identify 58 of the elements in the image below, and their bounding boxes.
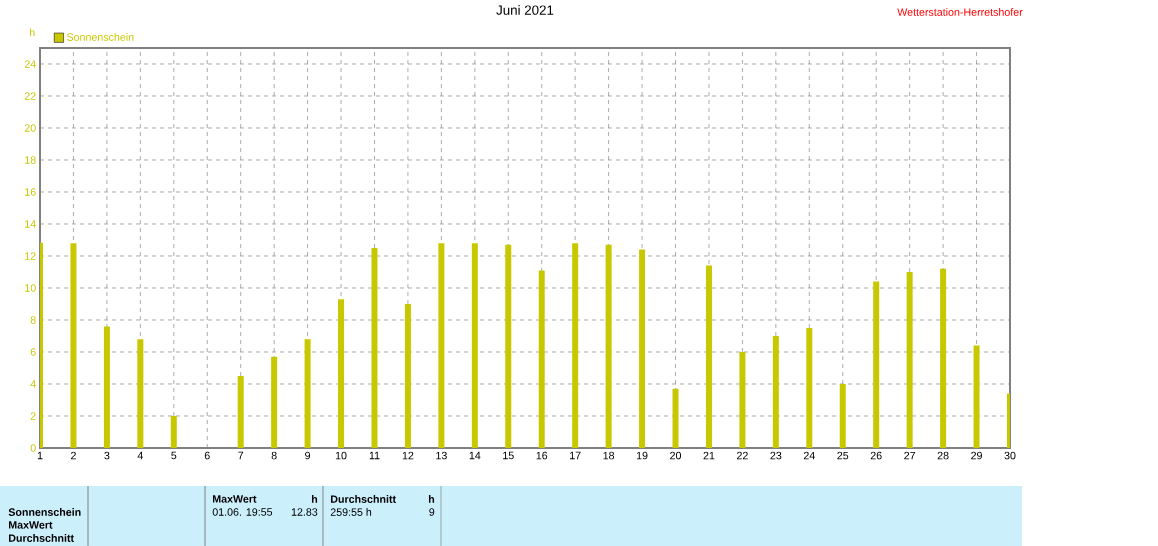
y-tick-label: 12 (25, 252, 36, 260)
y-tick-label: 16 (25, 188, 36, 196)
x-tick-label: 4 (137, 451, 144, 460)
x-tick-label: 23 (770, 451, 782, 460)
y-tick-label: 10 (25, 284, 36, 292)
text: Durchschnitt (330, 495, 396, 503)
x-tick-label: 14 (469, 451, 481, 460)
x-tick-label: 16 (536, 451, 548, 460)
x-tick-label: 15 (503, 451, 514, 460)
x-tick-label: 28 (937, 451, 949, 460)
x-tick-label: 9 (305, 451, 311, 460)
text: Sonnenschein (8, 508, 81, 516)
text: 01.06. 19:55 (212, 508, 273, 516)
x-tick-label: 30 (1004, 451, 1016, 460)
y-tick-label: 4 (30, 380, 36, 388)
text: Wetterstation-Herretshofer (897, 8, 1023, 16)
text: 12.83 (291, 508, 318, 516)
y-tick-label: 18 (25, 156, 36, 164)
x-tick-label: 10 (335, 451, 347, 460)
y-tick-label: 24 (24, 60, 36, 68)
text: h (311, 495, 318, 503)
x-tick-label: 20 (670, 451, 682, 460)
y-tick-label: 20 (24, 124, 36, 132)
x-tick-label: 5 (171, 451, 177, 460)
x-tick-label: 12 (402, 451, 414, 460)
x-tick-label: 11 (369, 451, 380, 460)
x-tick-label: 22 (737, 451, 748, 460)
x-tick-label: 25 (837, 451, 849, 460)
x-tick-label: 17 (570, 451, 581, 460)
y-tick-label: 0 (30, 444, 36, 452)
legend-label: Sonnenschein (66, 33, 134, 41)
x-tick-label: 27 (904, 451, 916, 460)
y-axis-title: h (30, 28, 35, 37)
text: MaxWert (8, 521, 53, 529)
x-tick-label: 19 (636, 451, 648, 460)
x-tick-label: 2 (71, 451, 76, 460)
x-tick-label: 21 (703, 451, 715, 460)
x-tick-label: 29 (971, 451, 982, 460)
text: Durchschnitt (8, 534, 74, 542)
y-tick-label: 22 (24, 92, 36, 100)
x-tick-label: 1 (37, 451, 43, 460)
text: MaxWert (212, 495, 257, 503)
x-tick-label: 26 (870, 451, 882, 460)
x-tick-label: 24 (803, 451, 815, 460)
x-tick-label: 8 (271, 451, 277, 460)
x-tick-label: 7 (238, 451, 244, 460)
text: 259:55 h (330, 508, 372, 516)
text: 9 (429, 508, 435, 516)
y-tick-label: 6 (30, 348, 36, 356)
y-tick-label: 8 (30, 316, 36, 324)
text: h (428, 495, 435, 503)
y-tick-label: 14 (25, 220, 36, 228)
y-tick-label: 2 (30, 412, 36, 420)
x-tick-label: 18 (603, 451, 615, 460)
x-tick-label: 13 (436, 451, 447, 460)
chart-title: Juni 2021 (496, 5, 554, 15)
x-tick-label: 3 (104, 451, 110, 460)
x-tick-label: 6 (204, 451, 210, 460)
